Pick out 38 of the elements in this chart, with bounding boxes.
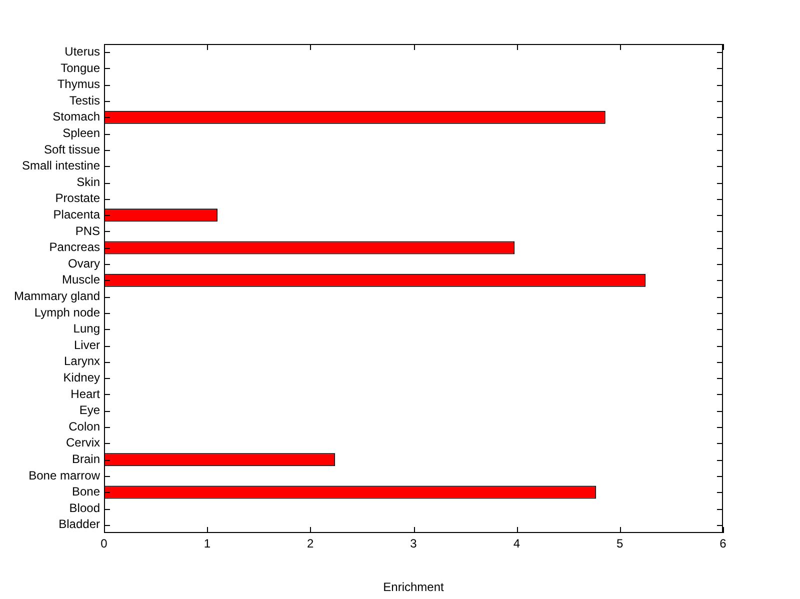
y-tick-label: Blood <box>69 500 100 515</box>
y-tick-label: PNS <box>75 224 100 238</box>
x-tick-label: 4 <box>513 536 520 551</box>
x-tick-label: 0 <box>100 536 108 551</box>
y-tick-label: Lung <box>73 322 100 336</box>
x-tick-label: 3 <box>410 536 418 551</box>
y-tick-label: Thymus <box>57 77 100 92</box>
y-tick-label: Pancreas <box>49 240 100 254</box>
y-tick-label: Placenta <box>53 207 100 222</box>
x-tick-label: 1 <box>204 536 211 551</box>
y-tick-label: Prostate <box>55 191 100 206</box>
y-tick-label: Brain <box>72 452 100 466</box>
y-tick-label: Bladder <box>58 517 100 532</box>
x-tick-label: 5 <box>616 536 624 551</box>
y-tick-label: Lymph node <box>34 305 100 320</box>
y-tick-label: Small intestine <box>22 158 100 173</box>
y-tick-label: Testis <box>69 93 100 108</box>
y-tick-label: Tongue <box>60 60 100 75</box>
y-tick-label: Soft tissue <box>44 142 100 156</box>
y-tick-label: Bone <box>72 484 100 499</box>
y-tick-label: Liver <box>74 338 100 352</box>
y-tick-label: Muscle <box>62 272 100 287</box>
y-tick-label: Spleen <box>62 126 100 140</box>
x-tick-label: 2 <box>306 536 314 551</box>
y-tick-label: Uterus <box>64 44 100 58</box>
y-tick-label: Eye <box>79 403 100 418</box>
y-tick-label: Skin <box>76 174 100 189</box>
y-tick-label: Cervix <box>66 436 100 450</box>
y-tick-label: Larynx <box>64 354 100 368</box>
y-tick-label: Kidney <box>63 370 100 384</box>
y-tick-label: Heart <box>70 386 101 401</box>
y-tick-label: Colon <box>68 419 100 434</box>
x-axis-title: Enrichment <box>383 580 445 594</box>
y-tick-label: Bone marrow <box>28 468 100 482</box>
y-tick-label: Mammary gland <box>14 288 100 303</box>
y-tick-label: Stomach <box>52 110 100 124</box>
x-tick-label: 6 <box>720 536 727 551</box>
y-tick-label: Ovary <box>68 256 100 270</box>
